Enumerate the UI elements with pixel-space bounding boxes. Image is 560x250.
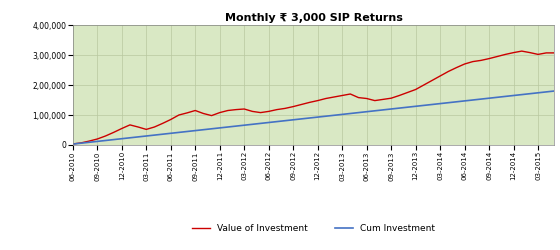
- Value of Investment: [371, 99, 378, 102]
- Cum Investment: [208, 127, 215, 130]
- Line: Cum Investment: Cum Investment: [73, 91, 554, 144]
- Value of Investment: [233, 108, 240, 111]
- Value of Investment: [519, 50, 525, 52]
- Cum Investment: [225, 126, 231, 128]
- Cum Investment: [69, 142, 76, 146]
- Cum Investment: [551, 90, 558, 92]
- Value of Investment: [225, 109, 231, 112]
- Legend: Value of Investment, Cum Investment: Value of Investment, Cum Investment: [192, 224, 435, 233]
- Value of Investment: [192, 109, 199, 112]
- Line: Value of Investment: Value of Investment: [73, 51, 554, 144]
- Cum Investment: [151, 134, 158, 136]
- Value of Investment: [208, 114, 215, 117]
- Cum Investment: [233, 124, 240, 128]
- Value of Investment: [151, 126, 158, 128]
- Title: Monthly ₹ 3,000 SIP Returns: Monthly ₹ 3,000 SIP Returns: [225, 13, 403, 23]
- Cum Investment: [192, 129, 199, 132]
- Value of Investment: [551, 52, 558, 54]
- Cum Investment: [371, 109, 378, 112]
- Value of Investment: [69, 142, 76, 146]
